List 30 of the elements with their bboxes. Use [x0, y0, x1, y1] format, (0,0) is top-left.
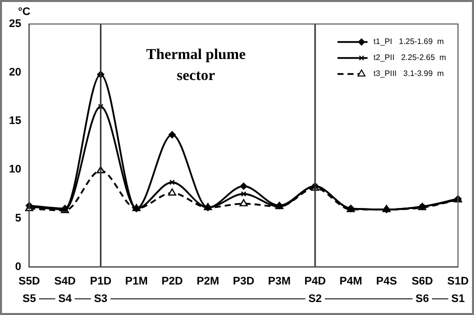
legend-label: t1_PI 1.25-1.69 m	[374, 37, 444, 46]
y-tick-label: 0	[15, 260, 22, 273]
text: S1	[451, 292, 465, 305]
x-tick-label: S5D	[18, 275, 40, 288]
text: S5	[22, 292, 36, 305]
y-tick-label: 20	[8, 66, 22, 79]
y-axis-title: °C	[18, 6, 30, 18]
x-tick-label: P4S	[376, 275, 397, 288]
y-tick-label: 5	[15, 212, 22, 224]
text: S2	[308, 292, 322, 305]
x-tick-label: S1D	[447, 275, 469, 288]
x-tick-label: P2M	[196, 275, 220, 288]
x-tick-label: P4M	[339, 275, 362, 288]
y-tick-label: 15	[8, 115, 22, 128]
x-tick-label: P3D	[232, 275, 254, 288]
x-tick-label: P3M	[268, 275, 291, 288]
legend-label: t3_PIII 3.1-3.99 m	[374, 69, 444, 78]
x-tick-label: S6D	[412, 275, 434, 288]
annotation: Thermal plume sector	[146, 46, 246, 84]
text: S6	[416, 292, 430, 305]
text: S4	[58, 292, 73, 305]
x-tick-label: P2D	[161, 275, 183, 288]
text: S3	[94, 292, 108, 305]
x-tick-label: S4D	[54, 275, 76, 288]
x-tick-label: P1D	[90, 275, 112, 288]
x-tick-label: P1M	[125, 275, 148, 288]
y-tick-label: 10	[8, 164, 22, 176]
legend-label: t2_PII 2.25-2.65 m	[374, 53, 446, 62]
x-tick-label: P4D	[304, 275, 326, 288]
y-tick-label: 25	[8, 18, 22, 30]
